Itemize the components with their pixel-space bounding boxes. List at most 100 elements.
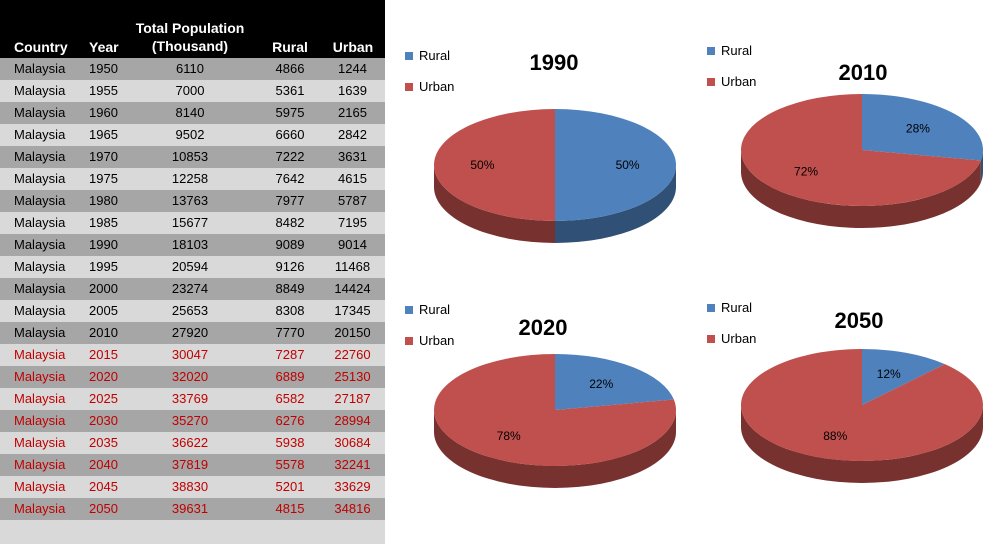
legend-swatch-rural [405,306,413,314]
cell-total: 30047 [171,347,209,362]
cell-rural: 7222 [275,149,305,164]
cell-total: 27920 [171,325,209,340]
cell-year: 2030 [89,413,118,428]
cell-total: 39631 [171,501,209,516]
table-row: Malaysia 2015 30047 7287 22760 [0,344,385,366]
table-row: Malaysia 2005 25653 8308 17345 [0,300,385,322]
legend-swatch-urban [405,337,413,345]
cell-urban: 2165 [338,105,367,120]
cell-country: Malaysia [14,435,66,450]
cell-total: 35270 [171,413,209,428]
chart-title: 2020 [519,315,568,340]
table-row: Malaysia 1990 18103 9089 9014 [0,234,385,256]
table-row: Malaysia 1960 8140 5975 2165 [0,102,385,124]
cell-year: 2040 [89,457,118,472]
pie-slice-urban [741,94,981,206]
pie-side-rural [980,150,983,183]
cell-country: Malaysia [14,193,66,208]
cell-urban: 22760 [334,347,371,362]
legend-label-rural: Rural [419,48,450,63]
cell-urban: 27187 [334,391,371,406]
cell-country: Malaysia [14,127,66,142]
cell-country: Malaysia [14,237,66,252]
pie-chart-2010: 28% 72% 2010 Rural Urban [707,43,983,228]
population-table: Country Year Total Population (Thousand)… [0,0,385,544]
cell-total: 32020 [171,369,209,384]
cell-rural: 5975 [275,105,305,120]
pie-chart-1990: 50% 50% 1990 Rural Urban [405,48,676,243]
cell-rural: 8308 [275,303,305,318]
cell-year: 1950 [89,61,118,76]
cell-year: 2045 [89,479,118,494]
cell-year: 2050 [89,501,118,516]
cell-urban: 20150 [334,325,371,340]
table-row: Malaysia 1955 7000 5361 1639 [0,80,385,102]
cell-country: Malaysia [14,457,66,472]
cell-rural: 6889 [275,369,305,384]
table-header: Country Year Total Population (Thousand)… [0,0,385,58]
cell-urban: 34816 [334,501,371,516]
cell-urban: 32241 [334,457,371,472]
cell-country: Malaysia [14,61,66,76]
cell-urban: 1639 [338,83,367,98]
cell-urban: 28994 [334,413,371,428]
pie-label-urban: 50% [470,158,494,172]
cell-rural: 6582 [275,391,305,406]
header-country: Country [14,39,68,55]
cell-total: 33769 [171,391,209,406]
cell-total: 25653 [171,303,209,318]
cell-urban: 4615 [338,171,367,186]
cell-total: 8140 [175,105,205,120]
cell-year: 1995 [89,259,118,274]
pie-chart-2020: 22% 78% 2020 Rural Urban [405,302,676,488]
cell-country: Malaysia [14,413,66,428]
cell-rural: 8849 [275,281,305,296]
cell-total: 6110 [176,61,204,76]
pie-slice-urban [740,349,983,461]
cell-year: 2020 [89,369,118,384]
pie-slice-rural [555,109,676,221]
cell-year: 2035 [89,435,118,450]
pie-slice-rural [862,349,945,405]
cell-total: 15677 [171,215,209,230]
cell-rural: 5361 [275,83,305,98]
cell-total: 37819 [171,457,209,472]
pie-label-urban: 72% [794,164,818,178]
cell-country: Malaysia [14,303,66,318]
table-row: Malaysia 1950 6110 4866 1244 [0,58,385,80]
pie-label-rural: 50% [616,158,640,172]
cell-rural: 9126 [275,259,305,274]
pie-slice-urban [434,109,555,221]
legend-label-rural: Rural [419,302,450,317]
cell-year: 1970 [89,149,118,164]
legend-label-urban: Urban [721,74,756,89]
cell-country: Malaysia [14,171,66,186]
cell-year: 1965 [89,127,118,142]
cell-country: Malaysia [14,83,66,98]
header-total-line2: (Thousand) [151,38,229,54]
cell-total: 38830 [171,479,209,494]
cell-rural: 5938 [275,435,305,450]
legend-swatch-urban [707,335,715,343]
cell-urban: 33629 [334,479,371,494]
table-row: Malaysia 2050 39631 4815 34816 [0,498,385,520]
table-row: Malaysia 2035 36622 5938 30684 [0,432,385,454]
cell-year: 1960 [89,105,118,120]
table-row: Malaysia 2000 23274 8849 14424 [0,278,385,300]
cell-urban: 2842 [338,127,367,142]
cell-year: 2025 [89,391,118,406]
cell-country: Malaysia [14,347,66,362]
pie-label-urban: 88% [823,429,847,443]
cell-urban: 5787 [338,193,367,208]
cell-total: 7000 [175,83,205,98]
table-row: Malaysia 1985 15677 8482 7195 [0,212,385,234]
pie-charts-svg: 50% 50% 1990 Rural Urban 28% 72% 2010 Rural Urban… [405,43,983,488]
legend-swatch-rural [405,52,413,60]
cell-rural: 8482 [275,215,305,230]
cell-rural: 6276 [275,413,305,428]
cell-country: Malaysia [14,479,66,494]
cell-urban: 7195 [338,215,367,230]
cell-total: 12258 [171,171,209,186]
cell-country: Malaysia [14,281,66,296]
legend-swatch-rural [707,304,715,312]
